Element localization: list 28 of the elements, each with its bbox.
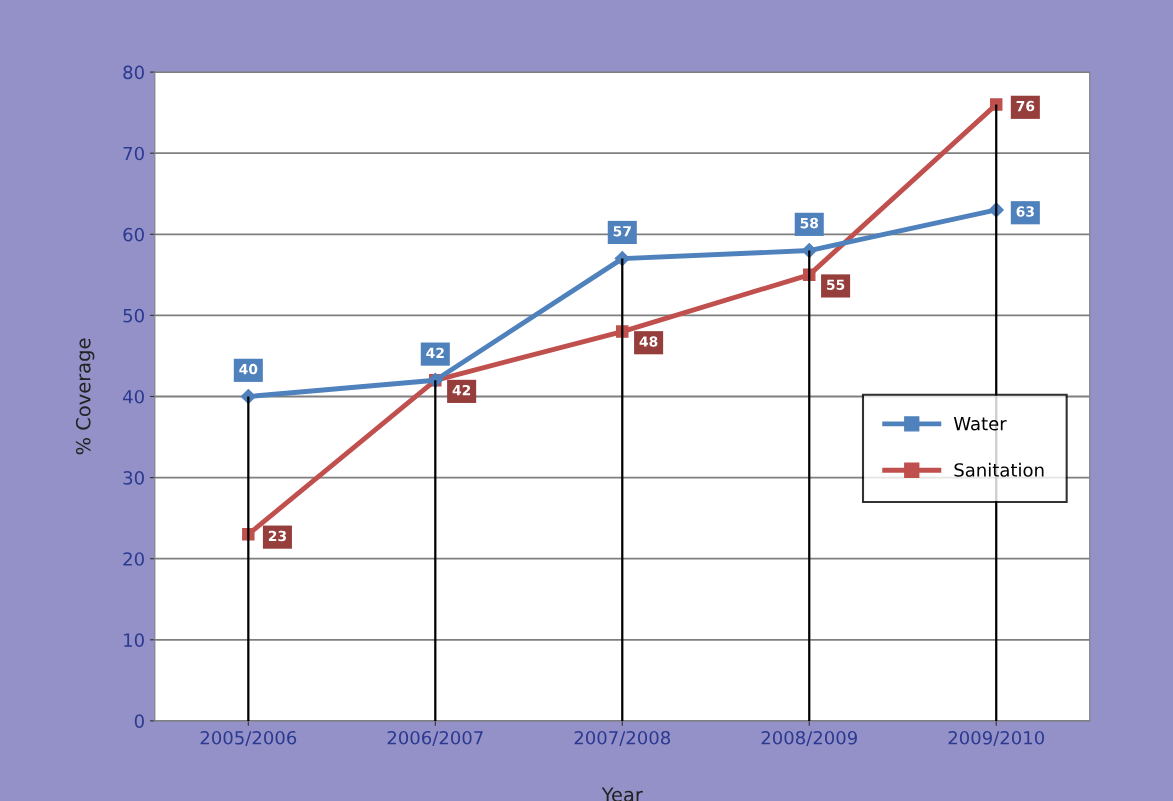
data-label: 23: [268, 530, 286, 542]
y-axis-title: % Coverage: [75, 338, 95, 455]
data-label: 57: [613, 226, 631, 237]
data-label: 42: [452, 384, 471, 396]
y-tick-label: 40: [123, 389, 144, 404]
data-label: 55: [826, 279, 845, 290]
data-label: 76: [1016, 100, 1035, 112]
y-tick-label: 60: [123, 227, 144, 242]
y-tick-label: 0: [134, 714, 144, 729]
x-tick-label: 2008/2009: [761, 730, 857, 747]
data-label: 42: [426, 347, 444, 358]
y-tick-label: 30: [123, 471, 144, 485]
y-tick-label: 20: [123, 552, 144, 566]
y-tick-label: 10: [124, 633, 144, 647]
x-tick-label: 2006/2007: [387, 730, 483, 747]
y-tick-label: 80: [123, 65, 144, 80]
data-label: 63: [1016, 206, 1034, 217]
x-tick-label: 2007/2008: [574, 730, 671, 747]
y-tick-label: 70: [123, 146, 144, 161]
y-tick-label: 50: [123, 308, 144, 323]
point: [989, 98, 1003, 111]
legend-label: Water: [953, 417, 1007, 431]
data-label: 40: [239, 363, 258, 375]
legend-label: Sanitation: [954, 462, 1044, 477]
data-label: 48: [639, 336, 658, 347]
x-tick-label: 2009/2010: [948, 730, 1045, 747]
data-label: 58: [800, 217, 819, 229]
x-tick-label: 2005/2006: [200, 730, 297, 747]
